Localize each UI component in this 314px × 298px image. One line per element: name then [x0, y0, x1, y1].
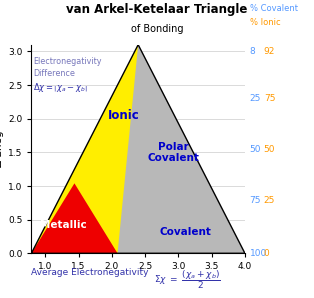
Polygon shape	[31, 183, 117, 253]
Text: 8: 8	[250, 47, 255, 56]
Text: Metallic: Metallic	[40, 220, 87, 230]
Text: Electronegativity
Difference: Electronegativity Difference	[33, 57, 102, 77]
Text: 92: 92	[264, 47, 275, 56]
Text: Covalent: Covalent	[159, 227, 211, 237]
Text: Ionic: Ionic	[108, 109, 140, 122]
Text: 50: 50	[250, 145, 261, 153]
Text: 0: 0	[264, 249, 269, 258]
Text: Average Electronegativity: Average Electronegativity	[31, 268, 149, 277]
Text: 25: 25	[250, 94, 261, 103]
Text: 25: 25	[264, 196, 275, 205]
Y-axis label: Δ Eneg: Δ Eneg	[0, 131, 4, 167]
Text: $\Delta\chi = \left|\chi_a - \chi_b\right|$: $\Delta\chi = \left|\chi_a - \chi_b\righ…	[33, 81, 88, 94]
Text: 75: 75	[250, 196, 261, 205]
Text: 75: 75	[264, 94, 275, 103]
Text: van Arkel-Ketelaar Triangle: van Arkel-Ketelaar Triangle	[66, 3, 248, 16]
Text: 50: 50	[264, 145, 275, 153]
Text: $\Sigma\chi\ =\ \dfrac{\left(\chi_a + \chi_b\right)}{2}$: $\Sigma\chi\ =\ \dfrac{\left(\chi_a + \c…	[154, 268, 221, 291]
Text: % Covalent: % Covalent	[250, 4, 298, 13]
Text: of Bonding: of Bonding	[131, 24, 183, 34]
Polygon shape	[31, 45, 138, 253]
Text: 100: 100	[250, 249, 267, 258]
Text: % Ionic: % Ionic	[250, 18, 280, 27]
Polygon shape	[31, 45, 245, 253]
Text: Polar
Covalent: Polar Covalent	[147, 142, 199, 163]
